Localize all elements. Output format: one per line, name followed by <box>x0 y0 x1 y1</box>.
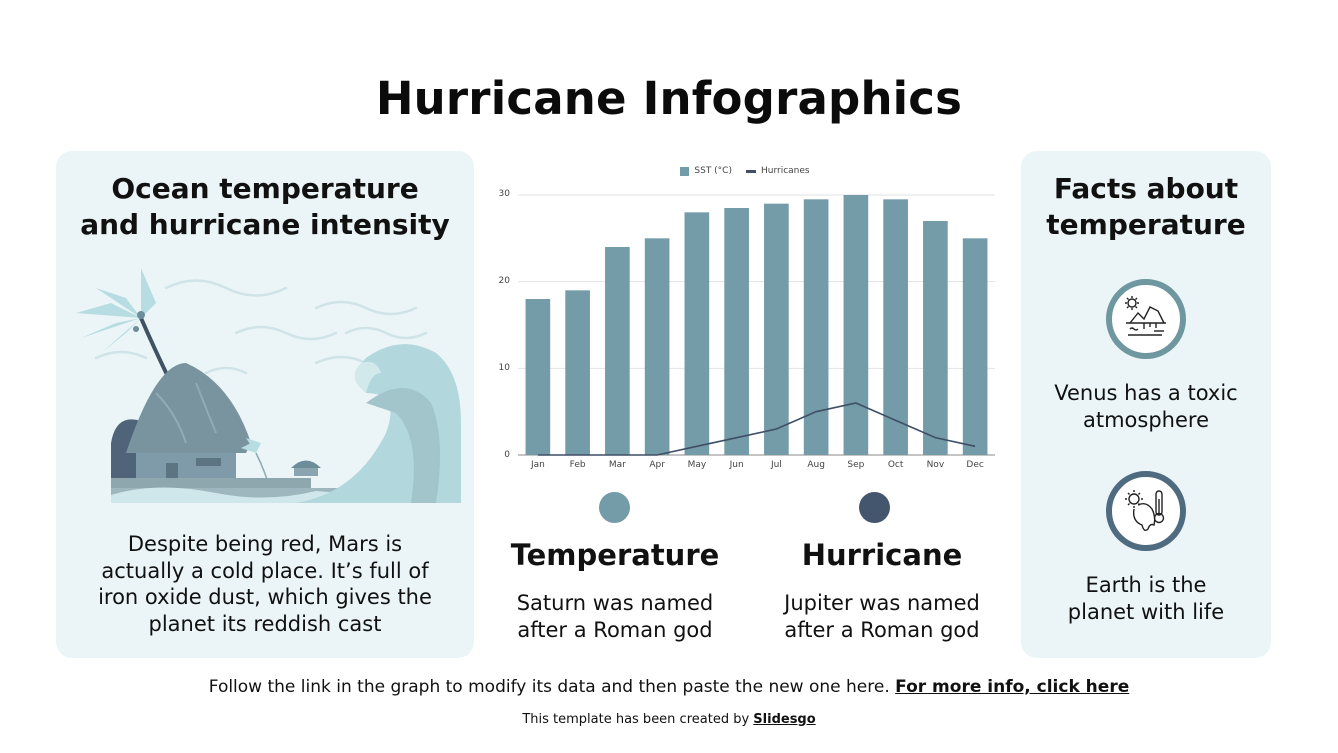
slidesgo-link[interactable]: Slidesgo <box>753 712 816 727</box>
fact-1-text: Venus has a toxic atmosphere <box>1021 380 1271 433</box>
hurricane-title: Hurricane <box>801 538 963 572</box>
legend-bar-swatch <box>680 166 690 176</box>
y-tick: 30 <box>498 189 510 199</box>
description-line: after a Roman god <box>517 618 713 642</box>
credit-text: This template has been created by <box>522 712 754 727</box>
heading-line-1: Ocean temperature <box>111 172 419 205</box>
x-tick: Jun <box>729 460 744 470</box>
legend-label-sst: SST (°C) <box>694 166 732 176</box>
footer-credit: This template has been created by Slides… <box>0 712 1338 727</box>
bar-aug <box>803 199 829 455</box>
y-tick: 10 <box>498 363 510 373</box>
bar-apr <box>644 238 670 455</box>
bar-oct <box>883 199 908 455</box>
bar-jan <box>525 299 551 455</box>
temperature-title: Temperature <box>510 538 720 572</box>
x-tick: Oct <box>887 460 904 470</box>
bar-dec <box>962 238 988 455</box>
x-tick: Sep <box>847 460 865 470</box>
bar-sep <box>843 195 869 455</box>
hurricane-dot <box>859 492 890 523</box>
description-line: Saturn was named <box>516 591 714 615</box>
description-line: Jupiter was named <box>784 591 980 615</box>
fact-2-text: Earth is the planet with life <box>1021 572 1271 625</box>
heading-line-2: and hurricane intensity <box>80 208 450 241</box>
body-line: planet its reddish cast <box>148 611 382 636</box>
legend-line-swatch <box>745 169 756 173</box>
card-heading: Facts about temperature <box>1021 171 1271 243</box>
x-tick: Jan <box>530 460 545 470</box>
x-tick: Dec <box>966 460 984 470</box>
x-tick: Nov <box>926 460 945 470</box>
legend-label-hurricanes: Hurricanes <box>760 166 810 176</box>
x-tick: Aug <box>807 460 825 470</box>
x-tick: Apr <box>649 460 665 470</box>
body-line: Despite being red, Mars is <box>127 532 403 556</box>
x-tick: Mar <box>608 460 626 470</box>
x-tick: Feb <box>569 460 586 470</box>
ocean-temperature-card: Ocean temperature and hurricane intensit… <box>56 151 474 658</box>
temperature-dot <box>599 492 630 523</box>
fact-line: planet with life <box>1067 599 1225 624</box>
y-tick: 20 <box>498 276 510 286</box>
heading-line-1: Facts about <box>1053 172 1239 205</box>
body-line: actually a cold place. It’s full of <box>101 558 429 583</box>
sst-hurricane-chart[interactable]: SST (°C) Hurricanes 30 20 10 0 Jan Feb Mar A… <box>490 160 1000 480</box>
fact-line: Venus has a toxic <box>1054 381 1238 405</box>
bar-jun <box>724 208 749 455</box>
body-line: iron oxide dust, which gives the <box>98 585 432 609</box>
fact-line: atmosphere <box>1083 407 1209 432</box>
melting-iceberg-sun-icon <box>1106 279 1186 359</box>
hurricanes-line <box>537 402 976 456</box>
footer-instructions: Follow the link in the graph to modify i… <box>0 677 1338 697</box>
chart-plot-area <box>518 194 995 456</box>
hurricane-illustration <box>76 268 461 503</box>
more-info-link[interactable]: For more info, click here <box>895 677 1130 697</box>
y-tick: 0 <box>504 450 510 460</box>
fact-line: Earth is the <box>1085 573 1207 597</box>
bar-nov <box>923 221 948 455</box>
x-tick: Jul <box>770 460 782 470</box>
chart-legend: SST (°C) Hurricanes <box>490 166 1000 177</box>
hurricane-description: Jupiter was named after a Roman god <box>762 590 1002 644</box>
description-line: after a Roman god <box>784 618 980 642</box>
temperature-description: Saturn was named after a Roman god <box>495 590 735 644</box>
x-tick: May <box>687 460 707 470</box>
footer-text: Follow the link in the graph to modify i… <box>208 677 896 697</box>
temperature-facts-card: Facts about temperature Venus has a toxi… <box>1021 151 1271 658</box>
bar-jul <box>764 203 789 455</box>
page-title: Hurricane Infographics <box>375 72 963 125</box>
bar-may <box>684 212 710 455</box>
card-description: Despite being red, Mars is actually a co… <box>56 531 474 637</box>
heading-line-2: temperature <box>1046 208 1246 241</box>
melting-earth-thermometer-icon <box>1106 471 1186 551</box>
bar-mar <box>605 247 630 455</box>
bar-feb <box>565 290 590 455</box>
card-heading: Ocean temperature and hurricane intensit… <box>56 171 474 243</box>
